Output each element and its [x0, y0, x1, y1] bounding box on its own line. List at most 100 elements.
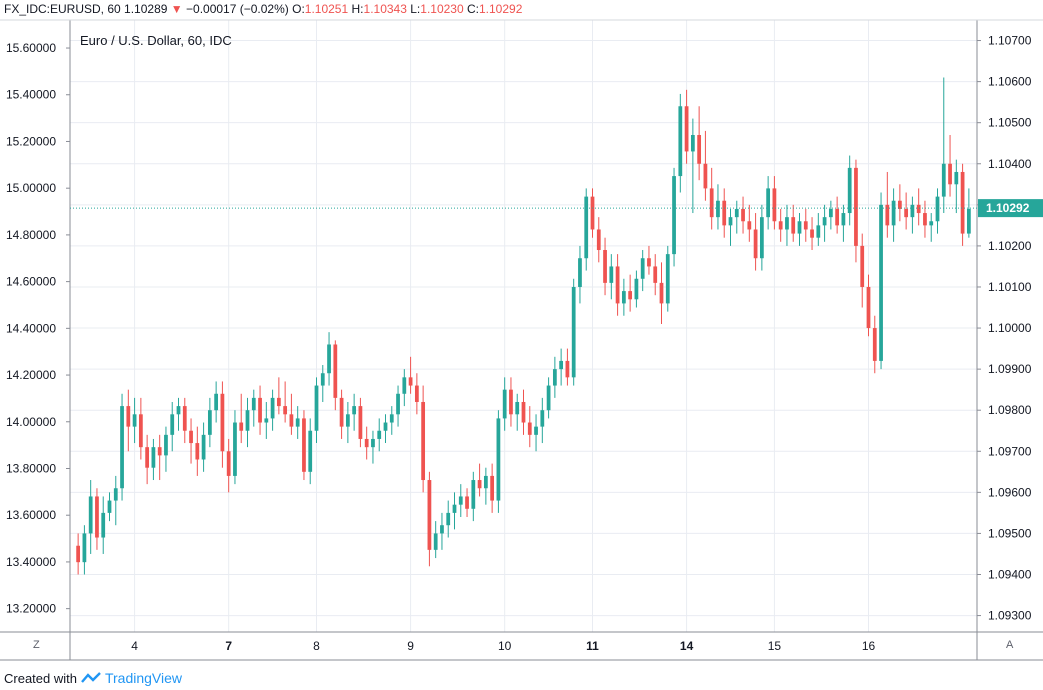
candle-body	[88, 496, 93, 534]
left-tick-label: 15.60000	[6, 41, 56, 55]
candle-body	[408, 377, 413, 386]
candle-body	[496, 418, 501, 501]
symbol-label[interactable]: FX_IDC:EURUSD, 60	[4, 2, 121, 16]
candle-body	[414, 385, 419, 402]
right-tick-label: 1.09400	[988, 567, 1032, 581]
right-tick-label: 1.10100	[988, 280, 1032, 294]
candle-body	[690, 135, 695, 152]
candle-body	[302, 418, 306, 472]
candle-body	[471, 480, 476, 509]
candle-body	[502, 389, 507, 419]
x-tick-label: 11	[586, 639, 599, 653]
left-tick-label: 14.40000	[6, 321, 56, 335]
candle-body	[571, 286, 576, 378]
candle-body	[916, 204, 921, 214]
high-label: H:	[351, 2, 364, 16]
down-triangle-icon: ▼	[170, 2, 183, 16]
candle-body	[778, 221, 783, 230]
candle-body	[835, 208, 840, 226]
candle-body	[904, 208, 909, 218]
candle-body	[333, 344, 338, 398]
candle-body	[797, 221, 802, 234]
candle-body	[527, 422, 532, 435]
candle-body	[207, 410, 212, 435]
candle-body	[766, 188, 771, 218]
zoom-z-button[interactable]: Z	[33, 639, 40, 651]
candle-body	[948, 163, 952, 185]
candle-body	[214, 393, 219, 411]
candle-body	[283, 406, 288, 415]
candle-body	[377, 430, 382, 439]
candle-body	[772, 188, 777, 222]
right-tick-label: 1.09600	[988, 485, 1032, 499]
candle-body	[145, 447, 150, 468]
tradingview-brand[interactable]: TradingView	[104, 670, 183, 686]
candle-body	[233, 422, 237, 476]
candle-body	[885, 204, 890, 226]
candle-body	[847, 167, 852, 214]
x-tick-label: 7	[225, 639, 232, 653]
candle-body	[113, 488, 118, 501]
candle-body	[810, 229, 814, 238]
candle-body	[339, 397, 344, 427]
candle-body	[251, 397, 256, 411]
open-label: O:	[292, 2, 305, 16]
left-tick-label: 14.80000	[6, 228, 56, 242]
candle-body	[515, 401, 520, 415]
candle-body	[923, 213, 927, 226]
x-tick-label: 15	[768, 639, 782, 653]
candle-body	[647, 258, 651, 267]
candle-body	[95, 496, 99, 538]
candle-body	[759, 217, 764, 259]
candle-body	[151, 447, 156, 468]
left-tick-label: 15.40000	[6, 88, 56, 102]
candle-body	[854, 167, 858, 246]
candle-body	[396, 393, 400, 415]
candle-body	[264, 418, 269, 423]
candle-body	[753, 229, 758, 259]
candle-body	[226, 451, 231, 476]
candle-body	[433, 533, 438, 550]
candle-body	[590, 196, 595, 230]
candle-body	[741, 208, 745, 222]
candle-body	[138, 414, 143, 448]
candle-body	[164, 434, 168, 456]
tradingview-logo-icon	[81, 672, 101, 683]
candle-body	[559, 360, 564, 370]
candle-body	[220, 393, 225, 452]
left-tick-label: 13.80000	[6, 461, 56, 475]
right-tick-label: 1.10200	[988, 239, 1032, 253]
axes: 4 7 8 9 10 11 14 15 16 1.10700 1.10600 1.10500 1.104…	[0, 19, 1043, 661]
candle-body	[534, 426, 538, 435]
candle-body	[703, 163, 708, 189]
candle-body	[552, 369, 557, 386]
candle-body	[785, 217, 789, 230]
right-tick-label: 1.09700	[988, 444, 1032, 458]
low-label: L:	[410, 2, 421, 16]
right-tick-label: 1.10400	[988, 157, 1032, 171]
candle-body	[879, 204, 883, 361]
candle-body	[734, 208, 739, 218]
auto-scale-button[interactable]: A	[1006, 639, 1014, 651]
candle-body	[101, 512, 106, 538]
candle-body	[176, 406, 181, 415]
candle-body	[803, 221, 808, 230]
candle-body	[132, 414, 137, 427]
candle-body	[76, 545, 81, 563]
candles	[76, 77, 971, 575]
last-price-label: 1.10292	[986, 201, 1030, 215]
candle-body	[490, 475, 495, 501]
close-label: C:	[467, 2, 479, 16]
candle-body	[640, 258, 645, 279]
x-tick-label: 10	[498, 639, 512, 653]
candle-body	[371, 438, 375, 448]
candle-body	[239, 422, 244, 431]
candle-body	[465, 496, 469, 509]
candle-body	[295, 418, 300, 427]
left-tick-label: 13.60000	[6, 508, 56, 522]
candle-body	[615, 266, 620, 304]
candle-body	[966, 208, 971, 234]
right-tick-label: 1.10600	[988, 75, 1032, 89]
